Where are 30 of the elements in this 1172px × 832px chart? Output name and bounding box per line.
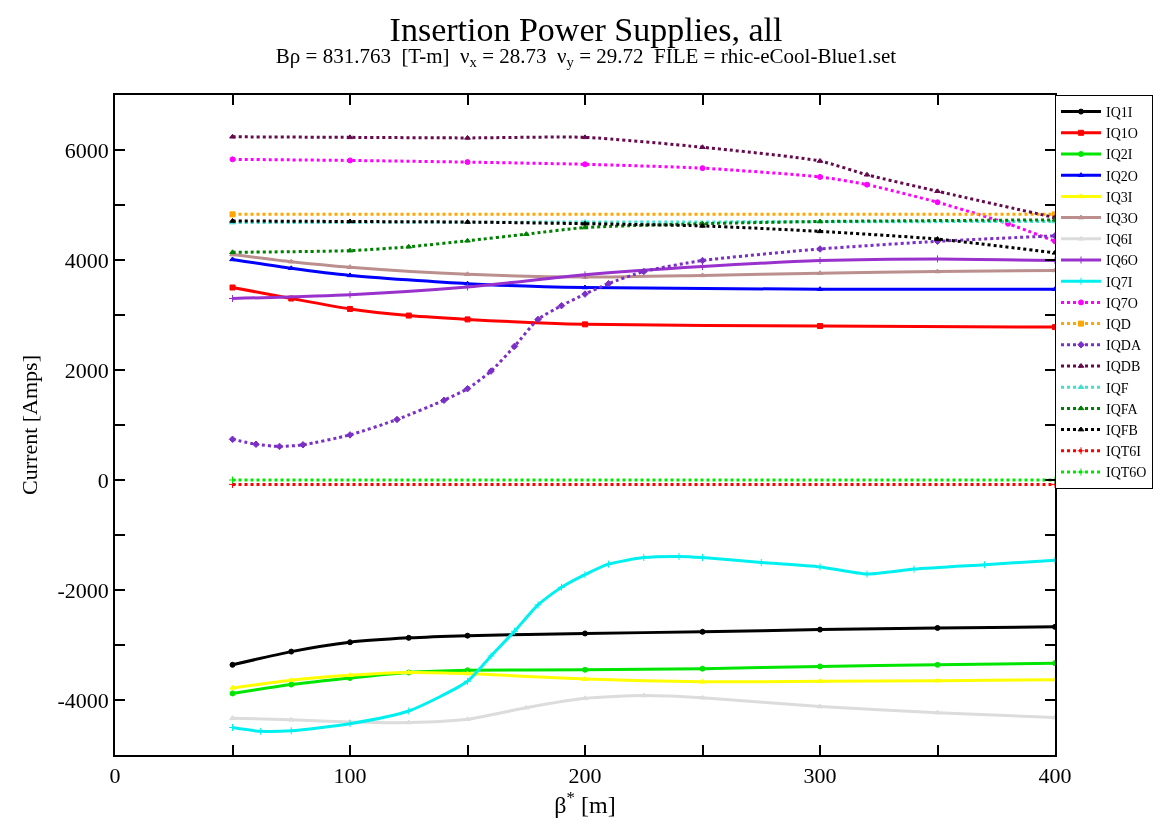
legend-label: IQF	[1106, 380, 1129, 396]
x-tick-label: 300	[803, 763, 837, 789]
legend-label: IQ3O	[1106, 211, 1138, 227]
legend-label: IQ7O	[1106, 295, 1138, 311]
y-tick-label: 6000	[64, 137, 109, 163]
legend-label: IQ6O	[1106, 253, 1138, 269]
legend-label: IQT6O	[1106, 465, 1147, 481]
legend-label: IQ1O	[1106, 126, 1138, 142]
x-tick-label: 400	[1038, 763, 1072, 789]
legend-label: IQFB	[1106, 423, 1138, 439]
legend-label: IQ1I	[1106, 105, 1133, 121]
x-tick-label: 100	[333, 763, 367, 789]
y-axis-title: Current [Amps]	[16, 355, 42, 495]
legend-label: IQ2O	[1106, 168, 1138, 184]
legend-label: IQ6I	[1106, 232, 1133, 248]
y-tick-label: 4000	[64, 247, 109, 273]
x-axis-title: β$^{*}$ [m]	[554, 788, 616, 819]
legend-label: IQFA	[1106, 401, 1139, 417]
y-tick-label: 2000	[64, 357, 109, 383]
legend-label: IQ7I	[1106, 274, 1133, 290]
legend-label: IQ3I	[1106, 189, 1133, 205]
legend-label: IQD	[1106, 317, 1131, 333]
legend-label: IQDA	[1106, 338, 1142, 354]
legend-label: IQDB	[1106, 359, 1141, 375]
legend-label: IQT6I	[1106, 444, 1142, 460]
y-tick-label: 0	[97, 467, 109, 493]
y-tick-label: -4000	[57, 687, 109, 713]
x-tick-label: 200	[568, 763, 602, 789]
legend-label: IQ2I	[1106, 147, 1133, 163]
y-tick-label: -2000	[57, 577, 109, 603]
